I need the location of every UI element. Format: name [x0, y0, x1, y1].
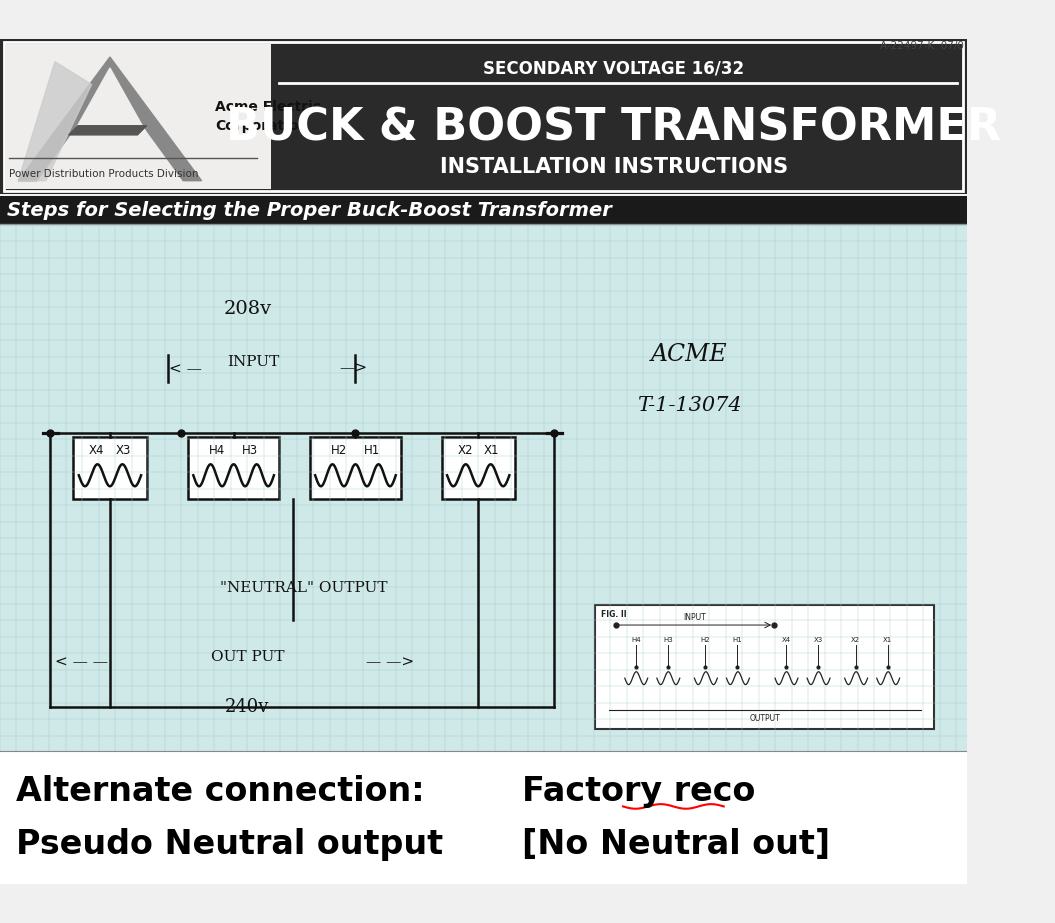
Text: SECONDARY VOLTAGE 16/32: SECONDARY VOLTAGE 16/32	[483, 59, 745, 77]
Bar	[3, 42, 963, 191]
Text: X2: X2	[457, 444, 473, 457]
Text: INSTALLATION INSTRUCTIONS: INSTALLATION INSTRUCTIONS	[440, 157, 788, 177]
Text: T-1-13074: T-1-13074	[637, 396, 742, 414]
Text: X4: X4	[782, 637, 790, 642]
Text: H2: H2	[331, 444, 347, 457]
Text: [No Neutral out]: [No Neutral out]	[522, 829, 830, 861]
Text: OUT PUT: OUT PUT	[211, 650, 284, 664]
Text: < — —: < — —	[55, 654, 108, 668]
Polygon shape	[51, 68, 170, 174]
Text: H4: H4	[209, 444, 226, 457]
Text: X1: X1	[483, 444, 499, 457]
Polygon shape	[18, 62, 92, 181]
Text: A-22497-K  07/0: A-22497-K 07/0	[880, 41, 964, 51]
Text: — —>: — —>	[366, 654, 415, 668]
Text: Acme Electric
Corporation: Acme Electric Corporation	[215, 101, 322, 133]
Text: INPUT: INPUT	[227, 355, 280, 369]
Bar	[442, 438, 515, 498]
Bar	[595, 605, 935, 728]
Text: Power Distribution Products Division: Power Distribution Products Division	[9, 169, 198, 179]
Text: 208v: 208v	[224, 300, 271, 318]
Text: X1: X1	[883, 637, 893, 642]
Text: X3: X3	[115, 444, 131, 457]
Text: Pseudo Neutral output: Pseudo Neutral output	[17, 829, 443, 861]
Text: Alternate connection:: Alternate connection:	[17, 775, 425, 809]
Text: FIG. II: FIG. II	[601, 610, 627, 619]
Bar	[0, 197, 966, 223]
Text: X4: X4	[89, 444, 104, 457]
Text: X3: X3	[813, 637, 823, 642]
Text: H3: H3	[663, 637, 673, 642]
Text: "NEUTRAL" OUTPUT: "NEUTRAL" OUTPUT	[219, 581, 387, 595]
Text: OUTPUT: OUTPUT	[750, 714, 781, 723]
Bar	[5, 44, 271, 189]
Text: ACME: ACME	[651, 343, 727, 366]
Bar	[0, 39, 966, 195]
Bar	[73, 438, 147, 498]
Text: H3: H3	[242, 444, 258, 457]
Bar	[0, 751, 966, 884]
Text: X2: X2	[851, 637, 860, 642]
Bar	[310, 438, 401, 498]
Text: Steps for Selecting the Proper Buck-Boost Transformer: Steps for Selecting the Proper Buck-Boos…	[7, 200, 612, 220]
Text: < —: < —	[170, 362, 203, 376]
Text: H4: H4	[631, 637, 640, 642]
Text: BUCK & BOOST TRANSFORMER: BUCK & BOOST TRANSFORMER	[226, 107, 1001, 150]
Text: 240v: 240v	[225, 699, 269, 716]
Text: Factory reco: Factory reco	[522, 775, 755, 809]
Bar	[0, 224, 966, 751]
Polygon shape	[69, 126, 147, 135]
Text: INPUT: INPUT	[684, 613, 706, 622]
Text: H2: H2	[701, 637, 710, 642]
Text: H1: H1	[732, 637, 743, 642]
Text: —>: —>	[339, 362, 367, 376]
Text: H1: H1	[364, 444, 380, 457]
Polygon shape	[18, 57, 202, 181]
Bar	[188, 438, 280, 498]
